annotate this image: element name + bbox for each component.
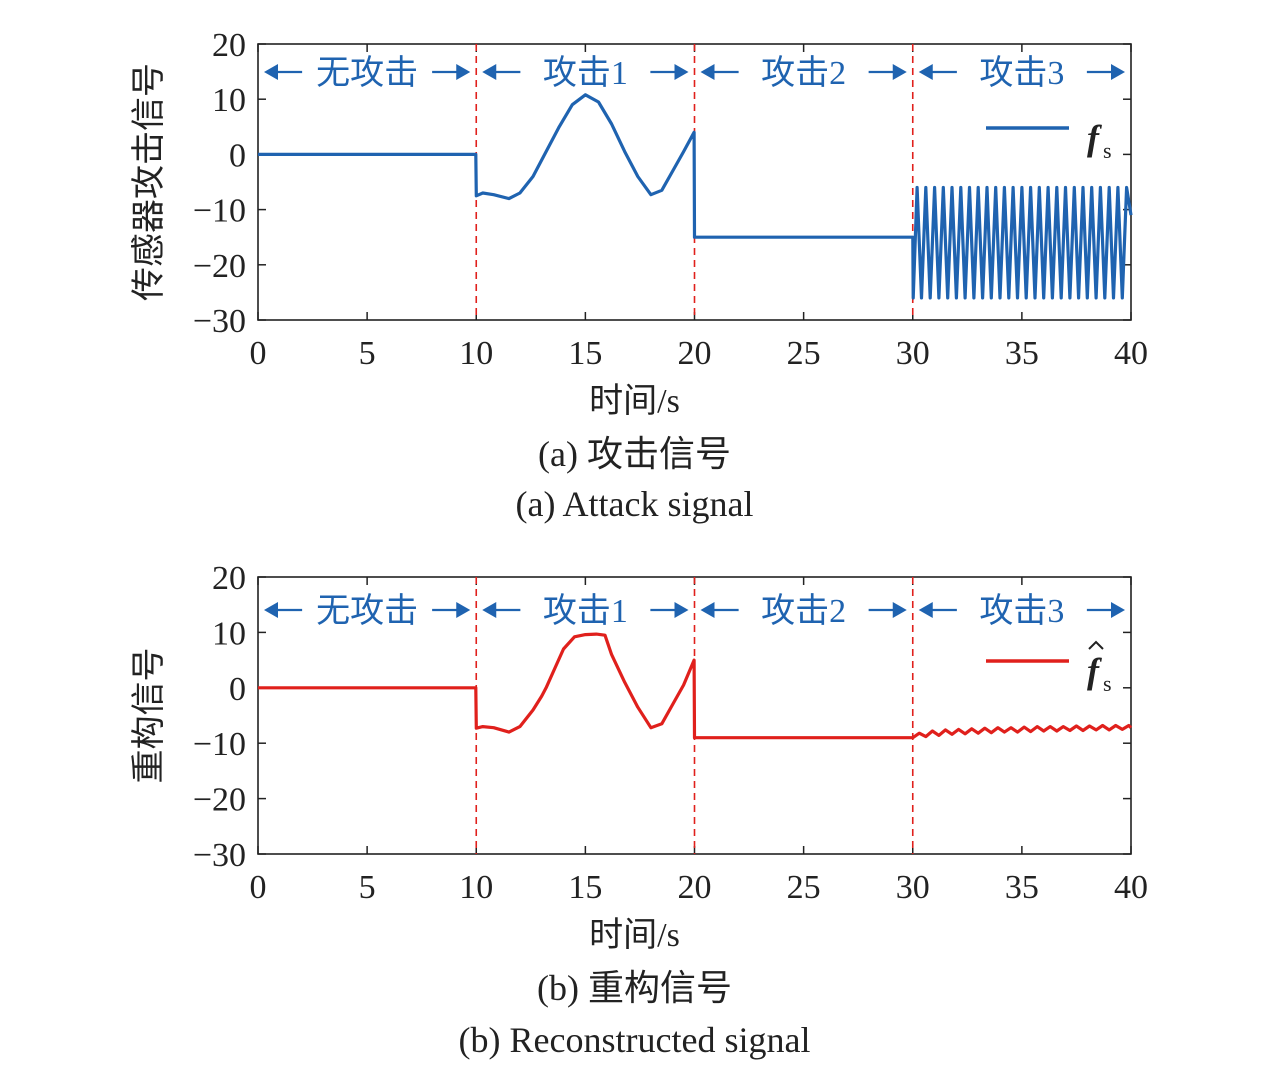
segment-annotation: 无攻击 <box>264 592 471 630</box>
chart-panel-b: 0 5 10 15 20 25 30 35 40 20 10 0 −10 −20 −30 时间/s 重构信号 (b… <box>130 560 1148 1060</box>
x-tick-label: 20 <box>678 335 712 372</box>
arrow-right-icon <box>456 602 471 618</box>
x-tick-label: 10 <box>459 869 493 906</box>
arrow-right-icon <box>674 64 689 80</box>
segment-annotation: 攻击3 <box>918 54 1125 92</box>
x-tick-label: 25 <box>787 335 821 372</box>
x-tick-label: 5 <box>359 335 376 372</box>
series-line <box>258 632 1133 740</box>
arrow-left-icon <box>264 602 278 618</box>
caption-cn: (b) 重构信号 <box>537 968 732 1008</box>
y-tick-label: 20 <box>212 560 246 597</box>
segment-label: 无攻击 <box>316 54 418 92</box>
segment-annotation: 攻击1 <box>482 54 689 92</box>
x-tick-label: 5 <box>359 869 376 906</box>
series-line <box>258 93 1133 300</box>
x-tick-label: 20 <box>678 869 712 906</box>
legend-label: f <box>1087 651 1102 691</box>
segment-annotation: 攻击3 <box>918 592 1125 630</box>
caption-en: (b) Reconstructed signal <box>459 1020 811 1060</box>
x-tick-label: 40 <box>1114 335 1148 372</box>
segment-annotation: 无攻击 <box>264 54 471 92</box>
x-tick-label: 15 <box>568 335 602 372</box>
y-tick-label: −30 <box>193 837 246 874</box>
legend-label-subscript: s <box>1103 138 1112 163</box>
legend-label: f <box>1087 118 1102 158</box>
y-tick-label: 20 <box>212 27 246 64</box>
segment-annotation: 攻击2 <box>700 592 907 630</box>
segment-label: 攻击1 <box>543 592 628 630</box>
y-tick-label: 0 <box>229 671 246 708</box>
legend-label-subscript: s <box>1103 671 1112 696</box>
x-tick-label: 40 <box>1114 869 1148 906</box>
segment-label: 攻击1 <box>543 54 628 92</box>
arrow-left-icon <box>918 602 933 618</box>
y-tick-label: −30 <box>193 303 246 340</box>
arrow-left-icon <box>482 64 497 80</box>
x-tick-label: 35 <box>1005 335 1039 372</box>
caption-cn: (a) 攻击信号 <box>538 434 731 474</box>
y-tick-label: 10 <box>212 615 246 652</box>
x-tick-label: 15 <box>568 869 602 906</box>
y-axis-label: 重构信号 <box>130 648 168 784</box>
segment-annotation: 攻击2 <box>700 54 907 92</box>
x-tick-label: 30 <box>896 335 930 372</box>
segment-label: 无攻击 <box>316 592 418 630</box>
arrow-right-icon <box>1111 64 1125 80</box>
segment-label: 攻击3 <box>979 592 1064 630</box>
arrow-left-icon <box>700 602 715 618</box>
y-tick-label: −10 <box>193 193 246 230</box>
y-tick-label: −10 <box>193 726 246 763</box>
arrow-left-icon <box>482 602 497 618</box>
hat-accent-icon <box>1088 640 1104 650</box>
y-tick-label: −20 <box>193 248 246 285</box>
arrow-right-icon <box>674 602 689 618</box>
segment-label: 攻击3 <box>979 54 1064 92</box>
x-tick-label: 30 <box>896 869 930 906</box>
x-axis-label: 时间/s <box>589 383 680 420</box>
chart-panel-a: 0 5 10 15 20 25 30 35 40 20 10 0 −10 −20 −30 时间/s 传感器攻击信… <box>130 27 1148 524</box>
y-tick-label: 0 <box>229 137 246 174</box>
caption-en: (a) Attack signal <box>516 484 754 524</box>
x-tick-label: 35 <box>1005 869 1039 906</box>
arrow-left-icon <box>918 64 933 80</box>
x-tick-label: 0 <box>250 869 267 906</box>
arrow-right-icon <box>892 64 907 80</box>
arrow-left-icon <box>264 64 278 80</box>
x-axis-label: 时间/s <box>589 917 680 954</box>
arrow-right-icon <box>1111 602 1125 618</box>
arrow-left-icon <box>700 64 715 80</box>
x-tick-label: 10 <box>459 335 493 372</box>
y-axis-label: 传感器攻击信号 <box>130 63 168 301</box>
arrow-right-icon <box>892 602 907 618</box>
y-tick-label: 10 <box>212 82 246 119</box>
segment-label: 攻击2 <box>761 592 846 630</box>
segment-label: 攻击2 <box>761 54 846 92</box>
x-tick-label: 25 <box>787 869 821 906</box>
x-tick-label: 0 <box>250 335 267 372</box>
arrow-right-icon <box>456 64 471 80</box>
segment-annotation: 攻击1 <box>482 592 689 630</box>
y-tick-label: −20 <box>193 782 246 819</box>
